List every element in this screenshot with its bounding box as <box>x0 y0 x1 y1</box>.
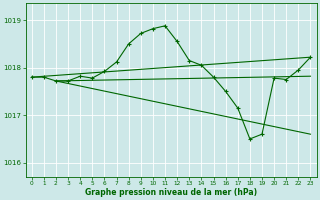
X-axis label: Graphe pression niveau de la mer (hPa): Graphe pression niveau de la mer (hPa) <box>85 188 257 197</box>
